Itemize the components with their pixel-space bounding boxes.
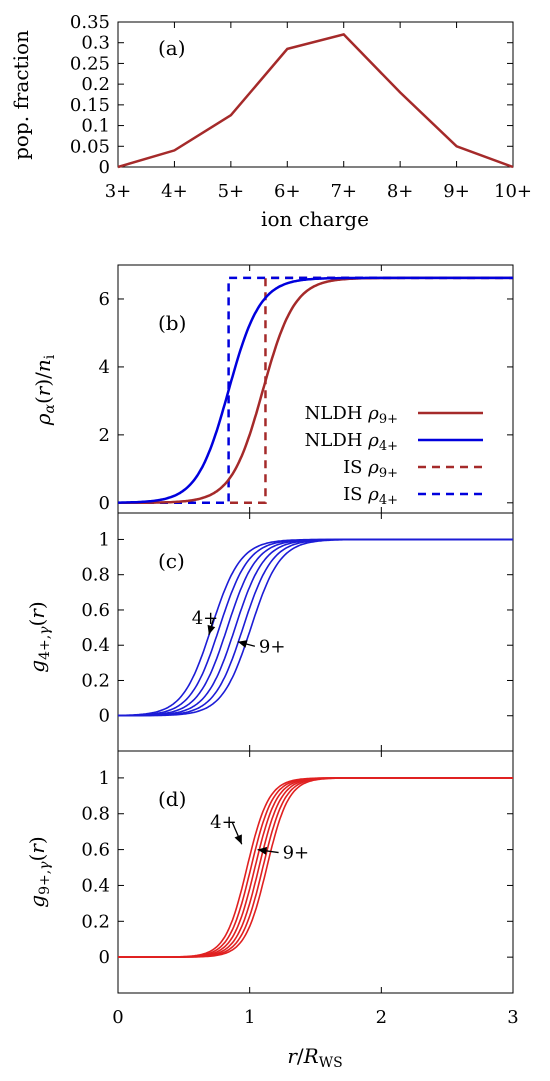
y-ticks-a: 00.050.10.150.20.250.30.35 [70, 12, 513, 178]
annotation-arrowhead-d [257, 846, 268, 855]
y-tick-label-a: 0.2 [81, 74, 110, 95]
series-b [118, 276, 513, 505]
x-tick-label-a: 3+ [105, 181, 132, 202]
panel-label-c: (c) [158, 549, 185, 573]
x-tick-label-d: 1 [244, 1007, 255, 1028]
y-tick-label-d: 0.2 [81, 911, 110, 932]
x-tick-label-d: 3 [507, 1007, 518, 1028]
series-line-d [118, 777, 513, 958]
x-ticks-a: 3+ 4+ 5+ 6+ 7+ 8+ 9+ 10+ [105, 22, 532, 202]
y-tick-label-d: 0 [99, 947, 110, 968]
legend-label-b: NLDH ρ9+ [305, 403, 398, 427]
y-ticks-d: 0 0.2 0.4 0.6 0.8 1 [81, 768, 513, 968]
y-tick-label-d: 0.8 [81, 804, 110, 825]
y-axis-label-a: pop. fraction [9, 30, 33, 160]
x-tick-label-d: 0 [112, 1007, 123, 1028]
panel-b: 0 2 4 6 (b) ρα(r)/ni NLDH ρ9+ NLDH ρ4+ IS ρ9+… [31, 264, 514, 514]
annotations-c: 4+ 9+ [192, 608, 286, 657]
annotation-d: 4+ [210, 812, 237, 833]
y-tick-label-c: 0.4 [81, 635, 110, 656]
series-a [117, 33, 514, 169]
y-tick-label-a: 0.3 [81, 33, 110, 54]
y-ticks-c: 0 0.2 0.4 0.6 0.8 1 [81, 529, 513, 727]
plot-frame-d [117, 750, 514, 994]
panel-label-d: (d) [158, 787, 186, 811]
x-tick-label-a: 5+ [218, 181, 245, 202]
x-ticks-c [117, 513, 514, 751]
x-tick-label-a: 6+ [274, 181, 301, 202]
y-tick-label-c: 0.6 [81, 600, 110, 621]
y-tick-label-c: 0.8 [81, 565, 110, 586]
y-tick-label-a: 0.05 [70, 136, 110, 157]
x-tick-label-a: 9+ [443, 181, 470, 202]
annotation-arrowhead-d [234, 834, 242, 845]
legend-label-b: IS ρ4+ [343, 484, 398, 508]
panel-a: 00.050.10.150.20.250.30.35 3+ 4+ 5+ 6+ 7+ 8+ 9… [9, 12, 532, 231]
x-tick-label-a: 4+ [161, 181, 188, 202]
x-ticks-d: 0 1 2 3 [112, 751, 519, 1028]
panel-c: 0 0.2 0.4 0.6 0.8 1 4+ 9+ (c) g4+,γ(r) [25, 512, 514, 752]
y-axis-label-d: g9+,γ(r) [25, 836, 53, 907]
y-tick-label-c: 1 [99, 529, 110, 550]
x-tick-label-a: 10+ [494, 181, 532, 202]
y-tick-label-b: 0 [99, 493, 110, 514]
legend-label-b: IS ρ9+ [343, 457, 398, 481]
y-tick-label-d: 1 [99, 768, 110, 789]
series-line-a [117, 33, 514, 169]
y-tick-label-d: 0.4 [81, 875, 110, 896]
annotation-c: 9+ [259, 636, 286, 657]
annotation-d: 9+ [283, 843, 310, 864]
y-tick-label-a: 0 [99, 157, 110, 178]
y-tick-label-a: 0.25 [70, 53, 110, 74]
panel-d: 0 0.2 0.4 0.6 0.8 1 0 1 2 3 4+ 9+ (d) g9+,γ(r) r/… [25, 750, 519, 1071]
panel-label-a: (a) [158, 36, 186, 60]
y-tick-label-c: 0 [99, 706, 110, 727]
series-line-c [118, 538, 513, 717]
x-axis-label-d: r/RWS [287, 1044, 342, 1071]
y-tick-label-a: 0.15 [70, 95, 110, 116]
y-axis-label-b: ρα(r)/ni [31, 354, 58, 426]
annotation-arrowhead-c [207, 624, 216, 635]
annotation-c: 4+ [192, 608, 219, 629]
legend-b: NLDH ρ9+ NLDH ρ4+ IS ρ9+ IS ρ4+ [305, 403, 483, 508]
series-c [118, 538, 513, 717]
x-ticks-b [117, 265, 514, 513]
y-tick-label-d: 0.6 [81, 840, 110, 861]
panel-label-b: (b) [158, 311, 186, 335]
annotation-arrowhead-c [237, 640, 248, 648]
legend-label-b: NLDH ρ4+ [305, 430, 398, 454]
x-axis-label-a: ion charge [261, 207, 369, 231]
x-tick-label-d: 2 [376, 1007, 387, 1028]
series-d [118, 777, 513, 958]
plot-frame-a [117, 21, 514, 168]
y-tick-label-b: 2 [99, 425, 110, 446]
series-line-b [118, 276, 513, 504]
y-tick-label-a: 0.1 [81, 116, 110, 137]
annotations-d: 4+ 9+ [210, 812, 309, 863]
y-axis-label-c: g4+,γ(r) [25, 601, 53, 672]
y-tick-label-a: 0.35 [70, 12, 110, 33]
y-tick-label-b: 6 [99, 289, 110, 310]
y-tick-label-c: 0.2 [81, 670, 110, 691]
x-tick-label-a: 8+ [387, 181, 414, 202]
plot-frame-b [117, 264, 514, 514]
x-tick-label-a: 7+ [330, 181, 357, 202]
y-tick-label-b: 4 [99, 357, 110, 378]
